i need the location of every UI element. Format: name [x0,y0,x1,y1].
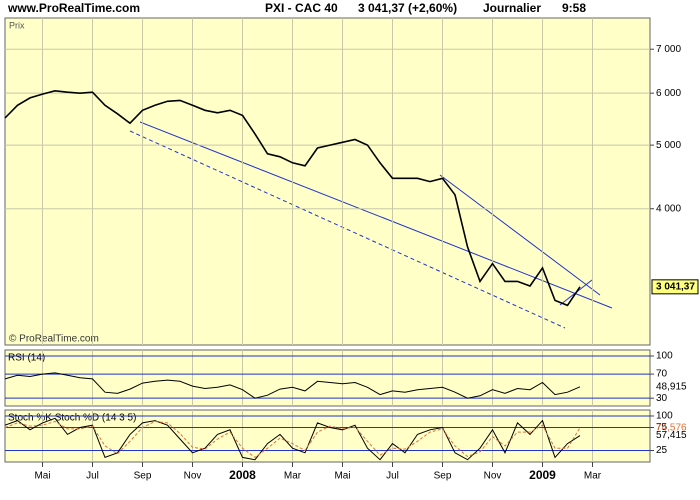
trendline [439,174,601,296]
value-label: 48,915 [656,381,687,392]
panel-label: Prix [9,20,25,30]
time: 9:58 [562,1,586,15]
site: www.ProRealTime.com [7,1,140,15]
y-tick-label: 5 000 [656,140,681,151]
y-tick-label: 6 000 [656,88,681,99]
y-tick-label: 100 [656,351,673,362]
y-tick-label: 75 [656,422,668,433]
title: PXI - CAC 40 [265,1,338,15]
x-tick-label: Sep [134,471,152,482]
x-tick-label: Jul [86,471,99,482]
y-tick-label: 100 [656,411,673,422]
y-tick-label: 30 [656,393,668,404]
series-line [4,417,581,461]
x-tick-label: Sep [434,471,452,482]
x-tick-label: Mar [584,471,602,482]
y-tick-label: 25 [656,445,668,456]
x-tick-label: 2008 [229,468,256,482]
panel-label: RSI (14) [8,353,45,364]
x-tick-label: Nov [184,471,202,482]
value-label: 3 041,37 [656,281,695,292]
y-tick-label: 7 000 [656,44,681,55]
x-tick-label: Nov [484,471,502,482]
x-tick-label: Mar [284,471,302,482]
plot: Mai Jul Sep Nov 2008 Mar Mai Jul Sep Nov 2009 Mar 4 … [4,18,699,482]
quote: 3 041,37 (+2,60%) [358,1,457,15]
y-tick-label: 4 000 [656,203,681,214]
y-tick-label: 70 [656,369,668,380]
trendline [129,130,566,329]
series-line [4,420,581,459]
series-line [4,372,581,399]
footer: © ProRealTime.com [9,334,99,345]
value-label: 57,415 [656,430,687,441]
x-tick-label: Jul [386,471,399,482]
value-label: 74,576 [656,422,687,433]
trendline [139,121,613,309]
series-line [4,89,581,307]
panel-label: Stoch %K Stoch %D (14 3 5) [8,413,136,424]
x-tick-label: Mai [34,471,50,482]
x-tick-label: Mai [334,471,350,482]
x-tick-label: 2009 [529,468,556,482]
period: Journalier [483,1,541,15]
price-marker [651,279,699,295]
rsi-panel [4,349,651,407]
